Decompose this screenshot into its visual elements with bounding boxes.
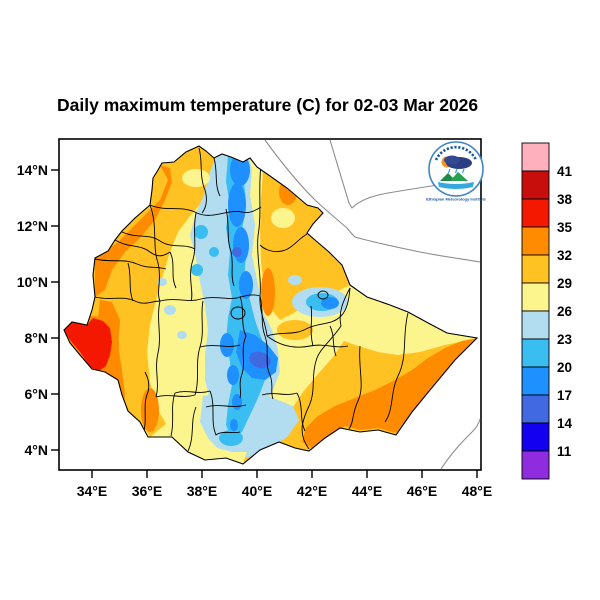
x-tick-label: 36°E (132, 483, 163, 499)
royal-core-wollo (232, 247, 242, 257)
colorbar-label: 11 (557, 444, 572, 459)
amber-hararghe (277, 320, 313, 340)
colorbar-label: 14 (557, 416, 573, 431)
colorbar-segment (522, 255, 549, 283)
x-axis-ticks: 34°E 36°E 38°E 40°E 42°E 44°E 46°E 48°E (77, 470, 493, 499)
y-tick-label: 6°N (25, 386, 49, 402)
colorbar-label: 26 (557, 304, 573, 319)
paleblue-spot-3 (177, 331, 187, 339)
logo-cloud-icon-2 (444, 156, 460, 165)
paleblue-spot-4 (157, 278, 167, 286)
colorbar-segment (522, 199, 549, 227)
cyan-tana-spot-3 (209, 247, 219, 257)
yellow-afar-patch (271, 208, 295, 228)
x-tick-label: 46°E (407, 483, 438, 499)
chart-title: Daily maximum temperature (C) for 02-03 … (57, 95, 478, 115)
colorbar-label: 32 (557, 248, 572, 263)
logo-caption: Ethiopian Meteorology Institute (426, 197, 487, 202)
x-tick-label: 48°E (462, 483, 493, 499)
x-tick-label: 44°E (352, 483, 383, 499)
y-axis-ticks: 14°N 12°N 10°N 8°N 6°N 4°N (17, 162, 59, 458)
x-tick-label: 34°E (77, 483, 108, 499)
blue-core-sw-2 (227, 365, 239, 385)
y-tick-label: 14°N (17, 162, 48, 178)
cyan-tana-spot-2 (191, 264, 203, 276)
x-tick-label: 42°E (297, 483, 328, 499)
blue-core-sw-1 (220, 333, 234, 357)
colorbar-label: 29 (557, 276, 572, 291)
blue-core-sw-4 (230, 419, 238, 431)
y-tick-label: 10°N (17, 274, 48, 290)
y-tick-label: 8°N (25, 330, 49, 346)
y-tick-label: 12°N (17, 218, 48, 234)
colorbar-label: 23 (557, 332, 573, 347)
paleblue-spot-1 (288, 275, 302, 285)
colorbar-label: 20 (557, 360, 572, 375)
weather-map-figure: Daily maximum temperature (C) for 02-03 … (0, 0, 600, 600)
colorbar-segment (522, 227, 549, 255)
colorbar-label: 41 (557, 164, 573, 179)
colorbar-segment (522, 423, 549, 451)
colorbar-label: 38 (557, 192, 573, 207)
colorbar-segment (522, 311, 549, 339)
colorbar-segment (522, 339, 549, 367)
colorbar-segment (522, 367, 549, 395)
blue-core-mid-1 (233, 227, 249, 263)
cyan-tana-spot-1 (194, 225, 208, 239)
paleblue-spot-2 (164, 305, 176, 315)
blue-core-north-2 (228, 183, 246, 227)
colorbar-label: 35 (557, 220, 573, 235)
colorbar-segment (522, 143, 549, 171)
x-tick-label: 38°E (187, 483, 218, 499)
colorbar-label: 17 (557, 388, 572, 403)
yellow-tigray-patch (182, 169, 210, 187)
colorbar-segment (522, 451, 549, 479)
x-tick-label: 40°E (242, 483, 273, 499)
colorbar-segment (522, 283, 549, 311)
colorbar-segment (522, 395, 549, 423)
orange-awash-spot (261, 268, 275, 316)
colorbar-segment (522, 171, 549, 199)
y-tick-label: 4°N (25, 442, 49, 458)
temperature-colorbar: 41 38 35 32 29 26 23 20 17 14 11 (522, 143, 573, 479)
weather-map-page: Daily maximum temperature (C) for 02-03 … (0, 0, 600, 600)
